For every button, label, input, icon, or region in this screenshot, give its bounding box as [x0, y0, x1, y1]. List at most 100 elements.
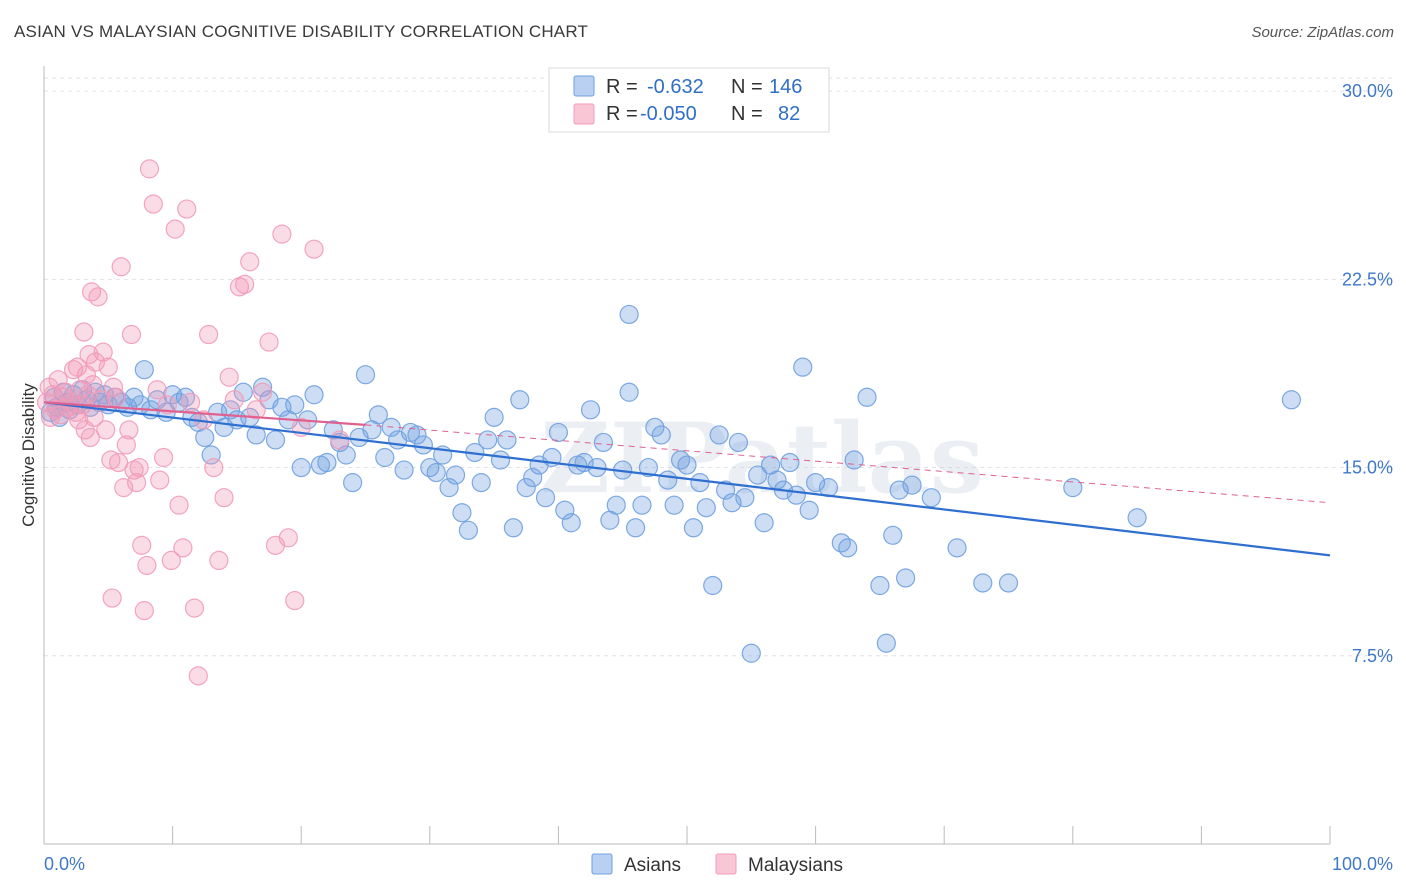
malaysian-point: [69, 410, 89, 430]
asian-point: [285, 395, 305, 415]
asian-point: [645, 417, 665, 437]
asian-point: [458, 520, 478, 540]
asian-point: [535, 488, 556, 508]
legend-n-label-2: N =: [731, 103, 763, 125]
asian-point: [619, 382, 639, 402]
malaysian-point: [240, 252, 260, 272]
malaysian-point: [132, 535, 152, 555]
y-tick-label: 22.5%: [1342, 269, 1393, 289]
asian-point: [896, 568, 916, 588]
malaysian-point: [157, 395, 178, 415]
malaysian-point: [83, 375, 103, 395]
asian-point: [715, 480, 736, 500]
asian-point: [690, 473, 710, 493]
malaysian-point: [126, 473, 147, 493]
x-tick-label: 100.0%: [1332, 854, 1393, 874]
asian-point: [651, 425, 671, 445]
y-tick-label: 7.5%: [1352, 646, 1393, 666]
malaysian-point: [209, 550, 229, 571]
asian-point: [805, 473, 826, 493]
malaysian-point: [147, 380, 167, 400]
malaysian-point: [85, 352, 106, 372]
malaysian-point: [119, 420, 139, 440]
asian-point: [490, 450, 511, 470]
asian-point: [728, 432, 749, 453]
asian-point: [1281, 390, 1302, 410]
asian-point: [973, 573, 993, 593]
legend-r-value-2: -0.050: [640, 103, 697, 125]
asian-point: [786, 485, 806, 505]
malaysian-point: [88, 287, 108, 307]
asian-point: [780, 452, 800, 473]
asian-point: [883, 525, 903, 545]
malaysian-point: [96, 420, 116, 440]
malaysian-point: [80, 427, 100, 448]
asian-point: [606, 495, 626, 515]
asian-point: [265, 430, 286, 450]
malaysian-point: [184, 598, 205, 618]
legend-n-label-1: N =: [731, 76, 763, 98]
asian-point: [478, 430, 498, 450]
asian-point: [831, 533, 851, 553]
asian-point: [343, 473, 363, 493]
malaysian-point: [124, 460, 144, 480]
y-tick-labels: 7.5% 15.0% 22.5% 30.0%: [1342, 81, 1393, 666]
malaysian-point: [98, 357, 118, 377]
asian-point: [510, 390, 530, 410]
asian-point: [876, 633, 896, 653]
legend: R = -0.632 N = 146 R = -0.050 N = 82: [548, 67, 830, 133]
y-axis-label: Cognitive Disability: [19, 383, 38, 527]
malaysian-point: [116, 435, 136, 455]
malaysian-point: [224, 390, 244, 410]
asian-point: [355, 365, 376, 385]
asian-point: [561, 513, 581, 533]
asian-point: [246, 425, 266, 445]
malaysian-point: [235, 274, 255, 294]
malaysian-point: [259, 332, 279, 352]
malaysian-point: [56, 382, 76, 402]
bottom-legend-swatch-asians: [591, 853, 613, 875]
malaysian-point: [219, 367, 239, 387]
y-tick-label: 30.0%: [1342, 81, 1393, 101]
malaysian-points: [36, 159, 350, 686]
asian-point: [722, 493, 742, 513]
asian-point: [683, 518, 704, 538]
malaysian-trend-line: [43, 401, 366, 426]
malaysian-point: [81, 282, 102, 302]
asian-point: [632, 495, 652, 515]
asian-points: [40, 304, 1302, 663]
asian-point: [368, 405, 388, 425]
asian-point: [593, 432, 614, 453]
asian-point: [838, 538, 858, 558]
asian-point: [921, 488, 941, 508]
y-tick-label: 15.0%: [1342, 458, 1393, 478]
malaysian-point: [278, 528, 298, 548]
asian-point: [902, 475, 922, 495]
bottom-legend: Asians Malaysians: [591, 853, 843, 876]
asian-point: [793, 357, 813, 377]
malaysian-point: [214, 488, 234, 508]
malaysian-point: [165, 219, 185, 239]
asian-point: [1127, 508, 1147, 528]
asian-point: [548, 422, 569, 443]
asian-point: [844, 450, 864, 470]
asian-point: [503, 518, 523, 538]
asian-point: [555, 500, 575, 520]
asian-point: [580, 400, 601, 420]
malaysian-point: [330, 430, 350, 450]
malaysian-trend-extension: [365, 424, 1331, 504]
malaysian-point: [153, 447, 174, 468]
asian-point: [201, 445, 221, 465]
asian-point: [638, 457, 659, 478]
grid-lines: [44, 77, 1392, 657]
malaysian-point: [102, 588, 122, 608]
asian-point: [748, 465, 768, 485]
asian-point: [696, 498, 716, 518]
legend-n-value-2: 82: [778, 103, 800, 125]
asian-point: [445, 465, 466, 485]
asian-point: [1063, 478, 1083, 498]
malaysian-point: [74, 322, 94, 342]
malaysian-point: [204, 457, 224, 478]
asian-point: [889, 480, 909, 500]
